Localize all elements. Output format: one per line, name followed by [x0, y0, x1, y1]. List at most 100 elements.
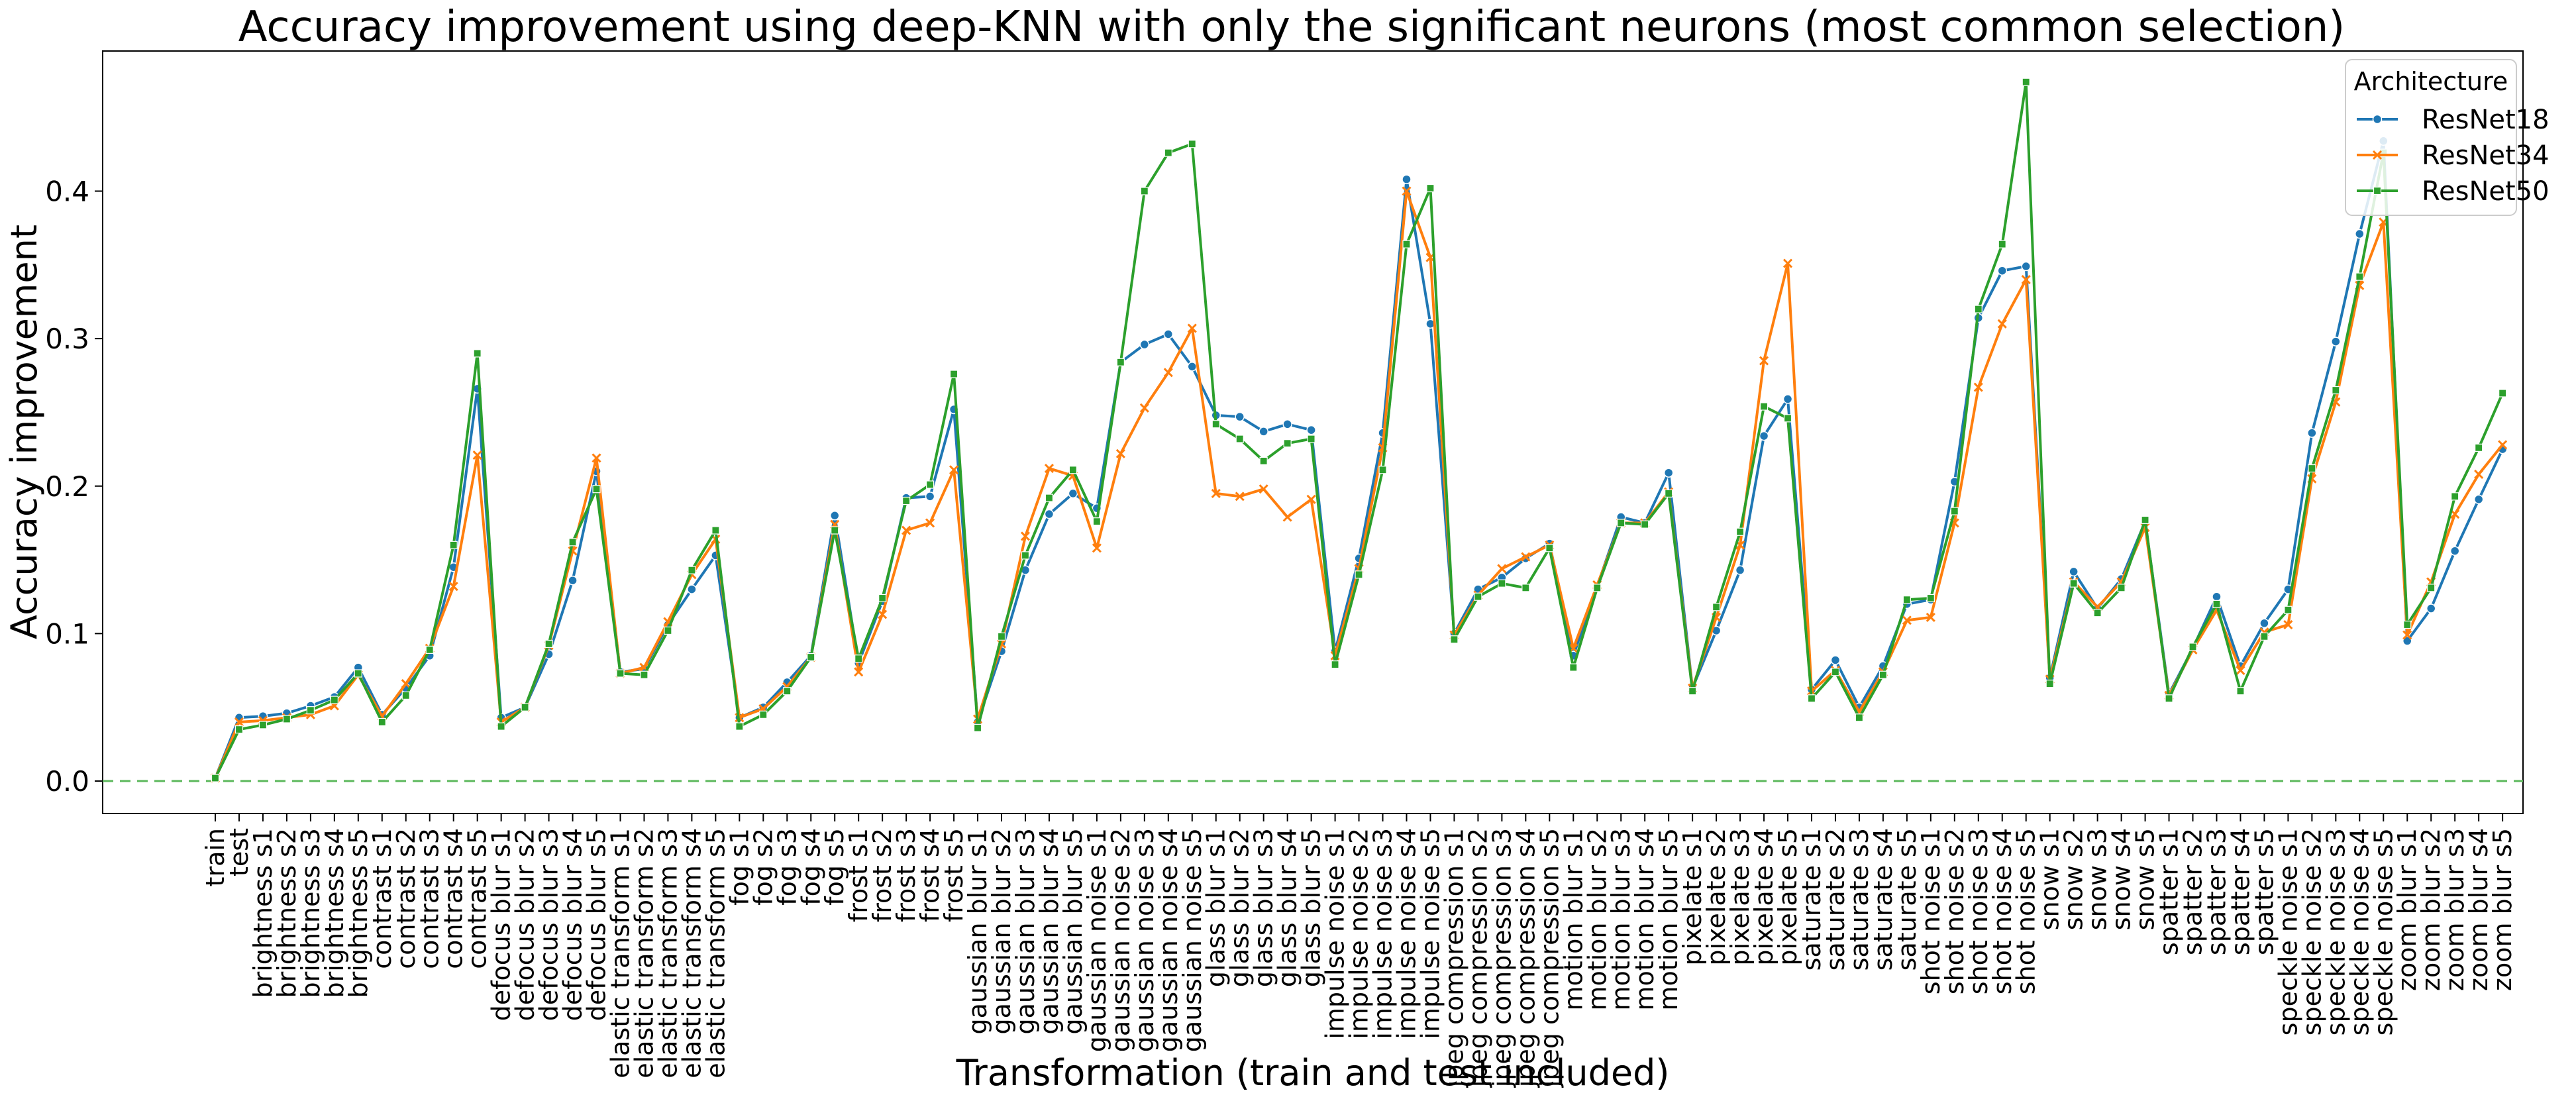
data-point-resnet50	[2332, 386, 2340, 395]
data-point-resnet18	[2402, 636, 2412, 646]
data-point-resnet50	[1950, 507, 1959, 515]
data-point-resnet50	[1521, 584, 1530, 592]
data-point-resnet50	[735, 722, 744, 731]
x-tick-label: impulse noise s4	[1392, 828, 1421, 1039]
data-point-resnet50	[1140, 187, 1149, 195]
data-point-resnet50	[688, 566, 696, 574]
x-tick-label: gaussian blur s1	[963, 828, 992, 1035]
x-tick-label: test	[225, 828, 254, 876]
x-tick-label: jpeg compression s1	[1439, 828, 1468, 1088]
series-layer	[210, 78, 2508, 783]
data-point-resnet50	[1712, 603, 1721, 611]
x-tick-label: fog s4	[796, 828, 825, 906]
data-point-resnet34	[2283, 619, 2293, 630]
data-point-resnet50	[2403, 620, 2412, 629]
series-line-resnet18	[214, 139, 2504, 779]
data-point-resnet18	[1830, 655, 1841, 665]
x-tick-label: gaussian noise s1	[1082, 828, 1111, 1052]
data-point-resnet50	[1092, 517, 1101, 526]
data-point-resnet50	[521, 703, 529, 711]
x-tick-label: brightness s1	[248, 828, 278, 998]
x-tick-label: frost s5	[939, 828, 968, 922]
data-point-resnet50	[258, 721, 268, 729]
data-point-resnet50	[2427, 584, 2436, 592]
x-tick-label: motion blur s3	[1606, 828, 1635, 1011]
x-tick-label: brightness s3	[296, 828, 325, 998]
data-point-resnet50	[2451, 492, 2459, 501]
data-point-resnet34	[1115, 448, 1125, 458]
x-tick-label: spatter s2	[2179, 828, 2208, 955]
data-point-resnet18	[1044, 509, 1055, 519]
legend-title: Architecture	[2354, 67, 2508, 96]
x-tick-label: contrast s4	[439, 828, 468, 969]
data-point-resnet18	[2426, 603, 2436, 613]
x-tick-label: speckle noise s4	[2345, 828, 2374, 1035]
x-tick-label: saturate s1	[1797, 828, 1826, 970]
data-point-resnet18	[2212, 592, 2222, 602]
x-tick-label: gaussian noise s5	[1178, 828, 1207, 1052]
data-point-resnet34	[878, 609, 888, 619]
x-axis-label: Transformation (train and test included)	[956, 1052, 1670, 1094]
x-tick-label: glass blur s2	[1225, 828, 1255, 987]
x-tick-label: spatter s3	[2202, 828, 2231, 955]
series-resnet18	[210, 136, 2508, 783]
data-point-resnet18	[925, 492, 935, 501]
chart-title: Accuracy improvement using deep-KNN with…	[238, 3, 2345, 52]
x-tick-label: gaussian blur s3	[1011, 828, 1040, 1035]
data-point-resnet50	[354, 669, 362, 678]
data-point-resnet18	[2069, 566, 2079, 577]
data-point-resnet34	[854, 667, 864, 677]
data-point-resnet50	[1378, 466, 1387, 474]
data-point-resnet50	[1735, 527, 1745, 536]
data-point-resnet50	[711, 526, 720, 535]
data-point-resnet50	[234, 725, 244, 734]
data-point-resnet50	[1617, 519, 1625, 527]
y-tick-label: 0.2	[45, 470, 89, 503]
x-tick-label: snow s3	[2083, 828, 2112, 930]
data-point-resnet50	[2236, 687, 2245, 696]
data-point-resnet50	[1998, 240, 2006, 248]
legend-entry-resnet18: ResNet18	[2357, 105, 2550, 135]
data-point-resnet50	[616, 669, 625, 678]
y-tick-label: 0.1	[45, 617, 89, 650]
data-point-resnet50	[1807, 694, 1816, 703]
data-point-resnet50	[425, 645, 434, 654]
data-point-resnet18	[2473, 494, 2484, 505]
x-tick-label: fog s1	[725, 828, 754, 906]
data-point-resnet50	[1498, 579, 1506, 588]
data-point-resnet50	[592, 485, 601, 494]
x-tick-label: saturate s4	[1869, 828, 1898, 970]
data-point-resnet50	[807, 653, 815, 662]
x-tick-label: spatter s5	[2249, 828, 2279, 955]
data-point-resnet18	[1663, 468, 1674, 478]
x-tick-label: shot noise s3	[1964, 828, 1993, 994]
y-axis: 0.0 0.1 0.2 0.3 0.4	[45, 175, 103, 798]
data-point-resnet50	[925, 480, 935, 489]
x-tick-label: jpeg compression s2	[1463, 828, 1492, 1088]
data-point-resnet50	[1926, 594, 1935, 603]
data-point-resnet34	[1997, 319, 2007, 329]
data-point-resnet18	[687, 584, 697, 594]
data-point-resnet50	[2022, 78, 2030, 86]
data-point-resnet50	[2475, 443, 2483, 452]
x-tick-label: brightness s2	[272, 828, 301, 998]
data-point-resnet18	[1259, 427, 1268, 437]
data-point-resnet18	[2307, 428, 2317, 438]
x-tick-label: pixelate s5	[1773, 828, 1802, 966]
data-point-resnet34	[1973, 382, 1983, 392]
x-tick-label: spatter s1	[2155, 828, 2184, 955]
x-tick-label: shot noise s5	[2012, 828, 2041, 994]
data-point-resnet50	[1402, 240, 1411, 248]
x-tick-label: motion blur s1	[1559, 828, 1588, 1011]
x-tick-label: train	[201, 828, 230, 886]
y-axis-label: Accuracy improvement	[3, 225, 45, 639]
plot-area	[102, 50, 2524, 814]
x-tick-label: saturate s2	[1821, 828, 1850, 970]
series-resnet50	[211, 78, 2507, 782]
x-tick-label: motion blur s5	[1654, 828, 1683, 1011]
data-point-resnet18	[2355, 229, 2365, 239]
data-point-resnet50	[1164, 148, 1172, 157]
data-point-resnet34	[902, 525, 911, 535]
series-line-resnet34	[214, 189, 2504, 779]
